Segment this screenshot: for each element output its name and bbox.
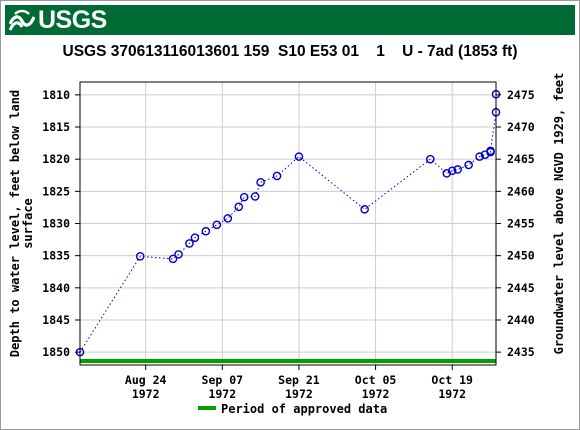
- data-point: [272, 171, 282, 181]
- data-point: [212, 220, 222, 230]
- usgs-wave-icon: [9, 9, 35, 31]
- data-point: [250, 192, 260, 201]
- legend-swatch: [198, 406, 216, 410]
- left-tick-label: 1825: [42, 184, 70, 198]
- x-tick-label: Oct 05: [355, 373, 397, 387]
- right-axis-title-text: Groundwater level above NGVD 1929, feet: [552, 73, 566, 355]
- right-tick-label: 2450: [507, 249, 535, 263]
- data-point: [360, 205, 369, 214]
- data-point: [174, 250, 183, 259]
- right-tick-label: 2460: [507, 184, 535, 198]
- left-tick-label: 1820: [42, 152, 70, 166]
- x-tick-label: 1972: [438, 387, 466, 401]
- right-tick-label: 2445: [507, 281, 535, 295]
- legend: Period of approved data: [198, 402, 387, 416]
- x-tick-label: 1972: [132, 387, 160, 401]
- left-tick-label: 1815: [42, 120, 70, 134]
- data-point: [185, 239, 194, 248]
- x-tick-label: Aug 24: [125, 373, 167, 387]
- data-point: [201, 226, 211, 236]
- left-tick-label: 1810: [42, 88, 70, 102]
- right-tick-label: 2440: [507, 313, 535, 327]
- left-tick-label: 1835: [42, 249, 70, 263]
- data-point: [223, 214, 233, 223]
- left-axis-title: Depth to water level, feet below land sur…: [8, 90, 35, 357]
- x-tick-label: 1972: [285, 387, 313, 401]
- data-point: [234, 202, 244, 212]
- data-point: [453, 165, 462, 174]
- left-axis-title-line: Depth to water level, feet below land: [8, 90, 22, 357]
- x-tick-label: 1972: [362, 387, 390, 401]
- data-point: [256, 178, 265, 187]
- data-point: [486, 146, 495, 156]
- legend-label: Period of approved data: [221, 402, 387, 416]
- data-point: [135, 252, 145, 261]
- approved-period-segment: [80, 359, 496, 363]
- x-tick-label: Oct 19: [431, 373, 473, 387]
- data-point: [168, 254, 178, 264]
- right-tick-label: 2455: [507, 217, 535, 231]
- right-tick-label: 2465: [507, 152, 535, 166]
- right-tick-label: 2435: [507, 345, 535, 359]
- chart-title: USGS 370613116013601 159 S10 E53 01 1 U …: [62, 43, 518, 60]
- usgs-banner: USGS: [5, 5, 575, 35]
- approved-period-bar: [80, 359, 496, 363]
- data-point: [239, 192, 249, 202]
- left-tick-label: 1845: [42, 313, 70, 327]
- right-axis-ticks: 2435 2440 2445 2450 2455 2460 2465 2470 2475: [496, 88, 535, 359]
- data-point: [294, 152, 304, 161]
- left-tick-label: 1840: [42, 281, 70, 295]
- x-tick-label: 1972: [208, 387, 236, 401]
- left-tick-label: 1850: [42, 345, 70, 359]
- x-tick-label: Sep 07: [202, 373, 244, 387]
- right-tick-label: 2470: [507, 120, 535, 134]
- x-tick-label: Sep 21: [278, 373, 320, 387]
- data-point: [190, 233, 200, 242]
- left-axis-ticks: 1810 1815 1820 1825 1830 1835 1840 1845 1850: [42, 88, 80, 359]
- data-point: [447, 166, 457, 176]
- left-tick-label: 1830: [42, 217, 70, 231]
- data-point: [475, 152, 484, 161]
- data-point: [464, 160, 473, 170]
- right-axis-title: Groundwater level above NGVD 1929, feet: [552, 73, 566, 355]
- right-tick-label: 2475: [507, 88, 535, 102]
- left-axis-title-line: surface: [21, 198, 35, 249]
- usgs-logo-text: USGS: [38, 6, 107, 34]
- grid-lines: [80, 82, 496, 365]
- data-point: [426, 154, 435, 164]
